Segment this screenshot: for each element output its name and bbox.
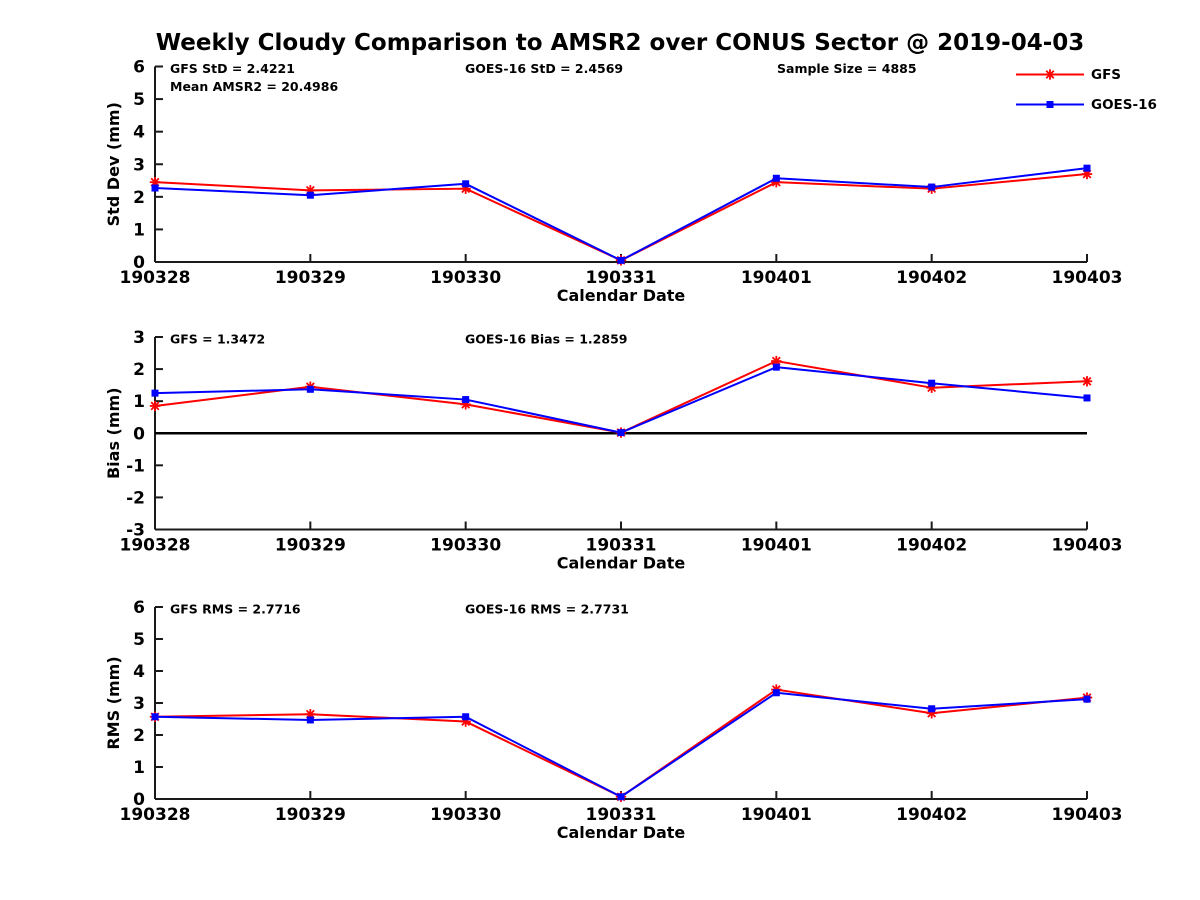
goes16-marker [151, 389, 159, 397]
goes16-marker [617, 429, 625, 437]
goes16-marker [1083, 164, 1091, 172]
y-tick-label: 2 [133, 360, 145, 380]
x-tick-label: 190403 [1052, 536, 1123, 556]
goes16-marker [306, 716, 314, 724]
gfs-marker [149, 400, 161, 412]
y-tick-label: 5 [133, 630, 145, 650]
y-tick-label: 3 [133, 328, 145, 348]
goes16-marker [306, 385, 314, 393]
x-axis-title: Calendar Date [557, 286, 686, 305]
y-tick-label: 3 [133, 694, 145, 714]
stat-annotation: Mean AMSR2 = 20.4986 [170, 79, 338, 94]
x-axis-title: Calendar Date [557, 823, 686, 842]
gfs-line [154, 360, 1088, 434]
goes16-marker [772, 174, 780, 182]
goes16-marker [462, 396, 470, 404]
stat-annotation: GOES-16 StD = 2.4569 [465, 61, 623, 76]
y-tick-label: 6 [133, 598, 145, 618]
goes16-marker [928, 379, 936, 387]
subplot-std-dev: 0 1 2 3 4 5 6 190328 190329 190330 190331 190401 190… [104, 58, 1122, 306]
subplot-rms: 0 1 2 3 4 5 6 190328 190329 190330 190331 190401 190… [104, 598, 1122, 842]
x-axis-title: Calendar Date [557, 554, 686, 573]
goes16-marker [306, 191, 314, 199]
x-tick-label: 190329 [275, 805, 346, 825]
goes16-marker [928, 183, 936, 191]
goes16-marker [462, 713, 470, 721]
y-tick-label: 0 [133, 790, 145, 810]
y-tick-label: 1 [133, 220, 145, 240]
goes16-marker [151, 184, 159, 192]
goes16-marker [1083, 695, 1091, 703]
x-tick-label: 190330 [430, 805, 501, 825]
y-tick-label: -3 [126, 521, 145, 541]
legend-item-goes-16: GOES-16 [1016, 97, 1157, 113]
goes16-marker [462, 180, 470, 188]
y-tick-label: 5 [133, 90, 145, 110]
stat-annotation: GFS = 1.3472 [170, 332, 265, 347]
x-tick-label: 190401 [741, 805, 812, 825]
gfs-line [154, 688, 1088, 798]
x-tick-label: 190328 [120, 536, 191, 556]
goes16-marker [772, 363, 780, 371]
x-tick-label: 190401 [741, 268, 812, 288]
goes16-marker [151, 713, 159, 721]
x-tick-label: 190402 [896, 805, 967, 825]
stat-annotation: GFS StD = 2.4221 [170, 61, 295, 76]
y-axis-title: Bias (mm) [104, 387, 123, 479]
x-tick-label: 190329 [275, 268, 346, 288]
stat-annotation: GFS RMS = 2.7716 [170, 602, 301, 617]
y-tick-label: 1 [133, 758, 145, 778]
legend-item-gfs: GFS [1016, 67, 1121, 83]
goes-16-line [154, 691, 1088, 798]
goes16-marker [772, 689, 780, 697]
y-axis-title: Std Dev (mm) [104, 102, 123, 226]
y-tick-label: 0 [133, 424, 145, 444]
legend: GFS GOES-16 [1016, 67, 1157, 113]
y-tick-label: 3 [133, 155, 145, 175]
stat-annotation: GOES-16 Bias = 1.2859 [465, 332, 627, 347]
y-tick-label: 2 [133, 188, 145, 208]
x-tick-label: 190401 [741, 536, 812, 556]
gfs-line [154, 173, 1088, 262]
gfs-marker [771, 355, 782, 367]
goes16-marker [1046, 101, 1054, 108]
x-tick-label: 190329 [275, 536, 346, 556]
y-tick-label: -2 [126, 488, 145, 508]
gfs-marker [1081, 376, 1093, 387]
x-tick-label: 190331 [586, 268, 657, 288]
stat-annotation: Sample Size = 4885 [777, 61, 917, 76]
y-tick-label: 1 [133, 392, 145, 412]
x-tick-label: 190330 [430, 536, 501, 556]
x-tick-label: 190328 [120, 805, 191, 825]
subplot-bias: -3 -2 -1 0 1 2 3 190328 190329 190330 190331 190401… [104, 328, 1122, 573]
legend-label: GFS [1091, 67, 1121, 83]
y-tick-label: 4 [133, 662, 145, 682]
x-tick-label: 190402 [896, 268, 967, 288]
goes16-marker [1083, 394, 1091, 402]
goes-16-line [154, 167, 1088, 262]
x-tick-label: 190328 [120, 268, 191, 288]
y-tick-label: -1 [126, 456, 145, 476]
x-tick-label: 190331 [586, 536, 657, 556]
x-tick-label: 190403 [1052, 268, 1123, 288]
y-tick-label: 4 [133, 123, 145, 143]
x-tick-label: 190403 [1052, 805, 1123, 825]
x-tick-label: 190330 [430, 268, 501, 288]
gfs-marker [1044, 69, 1056, 80]
goes-16-line [154, 366, 1088, 434]
x-tick-label: 190331 [586, 805, 657, 825]
stat-annotation: GOES-16 RMS = 2.7731 [465, 602, 629, 617]
goes16-marker [617, 793, 625, 801]
y-tick-label: 2 [133, 726, 145, 746]
chart-title: Weekly Cloudy Comparison to AMSR2 over C… [155, 30, 1085, 56]
goes16-marker [928, 705, 936, 713]
y-tick-label: 6 [133, 58, 145, 78]
y-tick-label: 0 [133, 253, 145, 273]
goes16-marker [617, 256, 625, 264]
x-tick-label: 190402 [896, 536, 967, 556]
legend-label: GOES-16 [1091, 97, 1157, 113]
y-axis-title: RMS (mm) [104, 656, 123, 749]
